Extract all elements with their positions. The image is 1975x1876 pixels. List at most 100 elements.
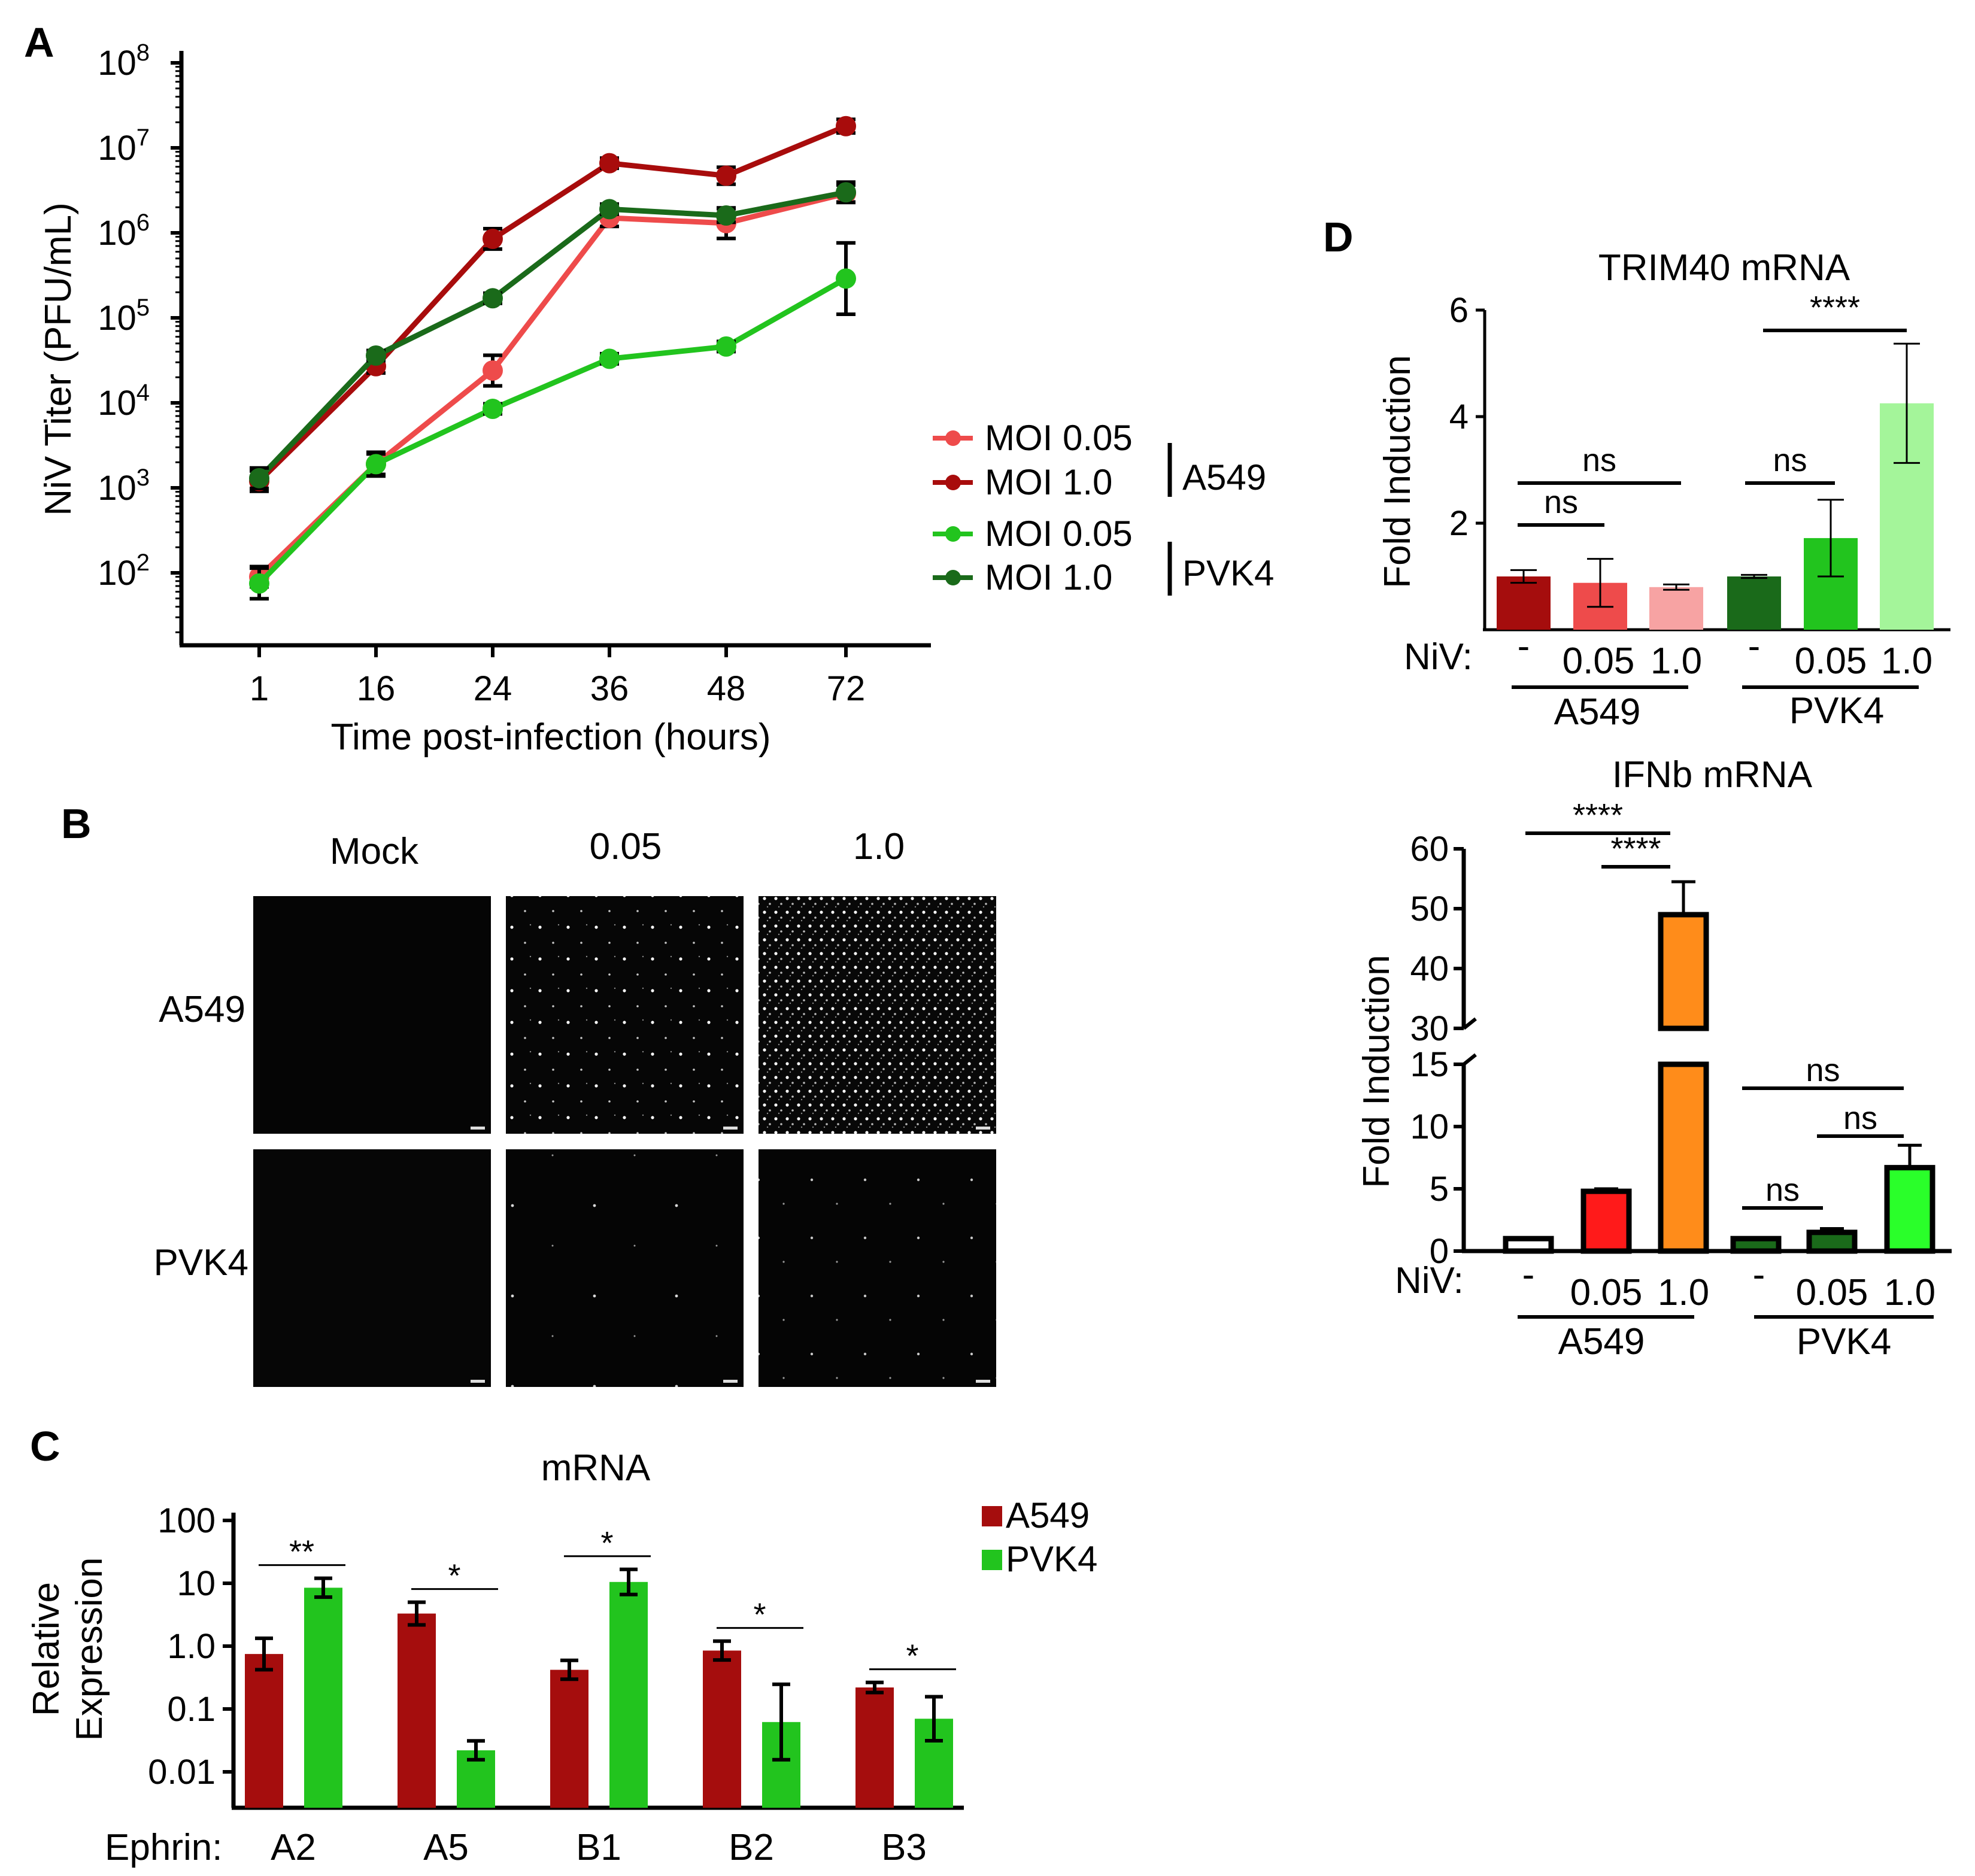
panel-a-y-tick-label: 104	[98, 380, 150, 423]
ifnb-y-tick-label: 60	[1410, 830, 1449, 869]
ifnb-bars	[1503, 880, 1935, 1254]
ifnb-x-label-2: 1.0	[1658, 1272, 1709, 1313]
ifnb-y-axis-label: Fold Induction	[1356, 955, 1397, 1188]
ifnb-axis-break-lower	[1463, 1053, 1477, 1066]
series-2-point	[366, 454, 386, 475]
series-2-point	[716, 336, 736, 357]
trim40-y-tick-label: 2	[1449, 504, 1469, 543]
panel-c-y-tick-label: 1.0	[167, 1627, 216, 1666]
series-2-point	[836, 268, 856, 289]
series-line-2	[257, 276, 848, 585]
panel-c-x-label-b3: B3	[881, 1827, 927, 1868]
panel-a-x-tick-label: 1	[250, 669, 269, 708]
bar-pvk4-b1	[609, 1581, 648, 1808]
panel-a-x-tick-label: 36	[590, 669, 629, 708]
panel-a-y-ticks: 108 107 106 105 104 103 102	[98, 40, 181, 633]
panel-a-x-tick-label: 48	[707, 669, 746, 708]
series-1-point	[483, 229, 503, 250]
ifnb-bar-0	[1503, 1236, 1554, 1254]
legend-marker-3	[945, 570, 961, 585]
trim40-x-label-4: 0.05	[1795, 640, 1867, 682]
panel-a-series	[249, 116, 856, 601]
bar-a549-a5	[398, 1613, 436, 1808]
panel-c-x-label-b2: B2	[729, 1827, 774, 1868]
ifnb-x-label-1: 0.05	[1570, 1272, 1643, 1313]
panel-b-label: B	[61, 800, 92, 847]
ifnb-x-label-3: -	[1753, 1254, 1765, 1295]
trim40-x-prefix: NiV:	[1404, 636, 1473, 678]
trim40-x-label-5: 1.0	[1881, 640, 1932, 682]
panel-c-label: C	[30, 1423, 60, 1470]
micrograph-a549-moi-005	[506, 896, 744, 1134]
ifnb-significance-label: ns	[1843, 1100, 1877, 1136]
series-2-point	[483, 399, 503, 420]
panel-c-y-tick-label: 10	[177, 1564, 216, 1603]
ifnb-bar-1	[1580, 1188, 1632, 1254]
panel-a-y-axis-label: NiV Titer (PFU/mL)	[38, 202, 79, 516]
panel-c-y-ticks: 100 10 1.0 0.1 0.01	[148, 1501, 233, 1792]
micrograph-pvk4-moi-005	[506, 1149, 744, 1387]
panel-a-y-tick-label: 103	[98, 465, 150, 508]
series-3-point	[249, 468, 269, 488]
series-3-point	[483, 288, 503, 309]
panel-a-x-tick-label: 24	[474, 669, 512, 708]
trim40-y-tick-label: 6	[1449, 291, 1469, 330]
ifnb-x-label-5: 1.0	[1884, 1272, 1935, 1313]
ifnb-y-tick-label: 50	[1410, 890, 1449, 928]
ifnb-significance-label: ns	[1765, 1172, 1800, 1208]
ifnb-bar-2-upper	[1658, 912, 1709, 1031]
bar-a549-b1	[550, 1669, 588, 1808]
significance-label: *	[753, 1597, 766, 1633]
panel-c: C mRNA Relative Expression 100 10 1.0 0.1 0.…	[26, 1423, 1097, 1868]
panel-d-label: D	[1323, 214, 1354, 260]
series-0-point	[483, 360, 503, 381]
legend-group-pvk4: PVK4	[1182, 553, 1274, 593]
panel-a-y-tick-label: 107	[98, 125, 150, 168]
panel-c-x-prefix: Ephrin:	[105, 1827, 222, 1868]
legend-swatch-a549	[982, 1506, 1002, 1526]
bar-a549-b2	[703, 1650, 741, 1808]
panel-a-y-tick-label: 108	[98, 40, 150, 83]
micrograph-a549-mock	[253, 896, 491, 1134]
series-2-point	[599, 348, 620, 369]
row-label-a549: A549	[159, 989, 245, 1030]
trim40-x-label-2: 1.0	[1651, 640, 1702, 682]
ifnb-axis-break-upper	[1463, 1017, 1477, 1030]
trim40-significance-label: ns	[1582, 442, 1616, 478]
panel-a-y-tick-label: 102	[98, 550, 150, 593]
significance-label: *	[906, 1638, 918, 1674]
ifnb-y-tick-label: 15	[1410, 1045, 1449, 1084]
panel-a-x-ticks: 1 16 24 36 48 72	[250, 645, 865, 708]
panel-c-x-label-a5: A5	[423, 1827, 469, 1868]
panel-c-x-label-b1: B1	[576, 1827, 621, 1868]
legend-label-pvk4: PVK4	[1006, 1539, 1097, 1579]
legend-swatch-pvk4	[982, 1550, 1002, 1570]
bar-pvk4-a2	[304, 1587, 342, 1808]
series-3-point	[716, 205, 736, 226]
panel-b: B Mock 0.05 1.0 A549 PVK4	[61, 800, 996, 1387]
micrograph-pvk4-moi-1	[759, 1149, 996, 1387]
scale-bars	[471, 1127, 990, 1383]
ifnb-x-label-4: 0.05	[1796, 1272, 1868, 1313]
col-label-mock: Mock	[330, 831, 419, 872]
trim40-y-tick-label: 4	[1449, 397, 1469, 436]
legend-label-0: MOI 0.05	[985, 418, 1133, 458]
ifnb-y-tick-label: 10	[1410, 1107, 1449, 1146]
trim40-bar-3	[1727, 576, 1781, 630]
panel-a-label: A	[24, 19, 54, 66]
series-3-point	[599, 199, 620, 220]
significance-label: *	[448, 1558, 460, 1594]
trim40-significance-label: ns	[1773, 442, 1807, 478]
trim40-bar-2	[1649, 587, 1703, 630]
legend-marker-0	[945, 430, 961, 446]
bar-a549-b3	[855, 1687, 894, 1808]
ifnb-x-label-0: -	[1522, 1254, 1535, 1295]
trim40-x-label-3: -	[1748, 626, 1761, 667]
trim40-group-a549: A549	[1554, 691, 1641, 733]
